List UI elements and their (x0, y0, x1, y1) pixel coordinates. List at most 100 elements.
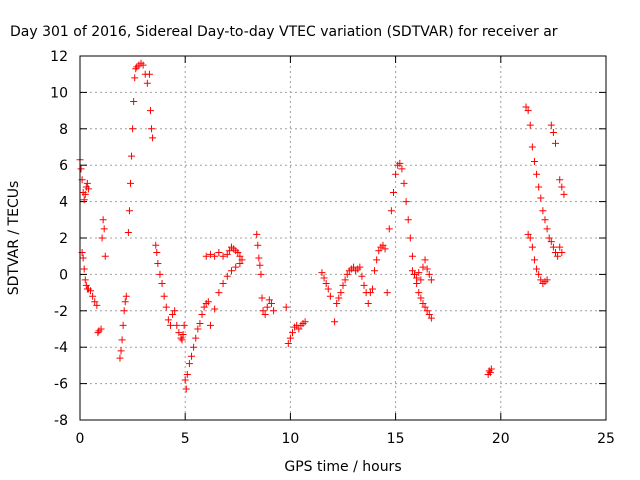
data-point-marker (82, 281, 90, 289)
y-axis-title: SDTVAR / TECUs (6, 181, 22, 296)
data-point-marker (119, 321, 127, 329)
data-point-marker (215, 249, 223, 257)
data-point-marker (373, 256, 381, 264)
data-point-marker (282, 303, 290, 311)
data-point-marker (337, 289, 345, 297)
data-point-marker (558, 249, 566, 257)
data-point-marker (398, 165, 406, 173)
data-point-marker (326, 292, 334, 300)
data-point-marker (333, 300, 341, 308)
data-point-marker (408, 267, 416, 275)
data-point-marker (116, 354, 124, 362)
data-point-marker (375, 247, 383, 255)
data-point-marker (101, 252, 109, 260)
x-tick-label: 15 (387, 431, 405, 447)
data-point-marker (270, 307, 278, 315)
data-point-marker (77, 165, 85, 173)
data-point-marker (535, 183, 543, 191)
data-point-marker (98, 234, 106, 242)
data-point-marker (80, 265, 88, 273)
data-point-marker (182, 385, 190, 393)
data-point-marker (486, 369, 494, 377)
data-point-marker (194, 325, 202, 333)
data-point-marker (417, 276, 425, 284)
data-point-marker (80, 196, 88, 204)
data-point-marker (84, 185, 92, 193)
data-point-marker (537, 276, 545, 284)
data-point-marker (118, 336, 126, 344)
data-point-marker (192, 334, 200, 342)
y-tick-label: 12 (50, 49, 68, 65)
data-point-marker (257, 270, 265, 278)
x-axis-ticks: 0 5 10 15 20 25 (76, 56, 615, 447)
data-point-marker (126, 179, 134, 187)
data-point-marker (556, 243, 564, 251)
data-point-marker (128, 152, 136, 160)
data-point-marker (552, 249, 560, 257)
data-point-marker (301, 318, 309, 326)
data-point-marker (117, 347, 125, 355)
data-point-marker (204, 298, 212, 306)
data-point-marker (183, 371, 191, 378)
data-point-marker (385, 225, 393, 233)
data-point-marker (129, 125, 137, 133)
x-tick-label: 0 (76, 431, 85, 447)
data-point-marker (132, 65, 140, 73)
data-point-marker (158, 280, 166, 287)
data-point-marker (533, 170, 541, 178)
data-point-marker (154, 259, 162, 267)
data-point-marker (125, 207, 133, 215)
data-point-marker (180, 321, 188, 329)
data-point-marker (364, 300, 372, 308)
data-point-marker (343, 270, 351, 278)
data-point-marker (543, 225, 551, 233)
data-point-marker (284, 340, 292, 348)
data-point-marker (413, 274, 421, 282)
data-point-marker (535, 270, 543, 278)
chart-title: Day 301 of 2016, Sidereal Day-to-day VTE… (10, 24, 558, 40)
data-point-marker (392, 170, 400, 178)
data-point-marker (415, 269, 423, 277)
data-point-marker (389, 189, 397, 196)
data-point-marker (549, 128, 557, 136)
data-point-marker (526, 121, 534, 129)
data-point-marker (549, 243, 557, 251)
data-point-marker (530, 158, 538, 166)
data-point-marker (425, 310, 433, 318)
x-tick-label: 25 (597, 431, 615, 447)
y-tick-label: -6 (54, 377, 68, 393)
x-tick-label: 20 (492, 431, 510, 447)
data-point-marker (286, 334, 294, 342)
data-point-marker (211, 252, 219, 260)
data-point-marker (322, 280, 330, 287)
data-point-marker (425, 270, 433, 278)
data-point-marker (331, 318, 339, 326)
data-point-marker (206, 250, 214, 258)
data-point-marker (89, 292, 97, 300)
data-point-marker (178, 336, 186, 344)
data-point-marker (162, 303, 170, 311)
data-point-marker (543, 276, 551, 284)
data-point-marker (554, 252, 562, 260)
data-point-marker (122, 292, 130, 300)
data-point-marker (179, 330, 187, 338)
data-point-marker (83, 179, 91, 187)
data-point-marker (522, 103, 530, 111)
data-point-marker (552, 139, 560, 147)
data-point-marker (169, 310, 177, 318)
x-axis-title: GPS time / hours (284, 459, 401, 475)
y-tick-label: -4 (54, 340, 68, 356)
data-point-marker (148, 125, 156, 133)
y-axis-ticks: -8 -6 -4 -2 0 2 4 6 8 10 12 (50, 49, 606, 429)
data-point-marker (253, 230, 261, 238)
data-point-marker (79, 254, 87, 262)
data-point-marker (558, 183, 566, 191)
data-point-marker (356, 263, 364, 271)
data-point-marker (181, 376, 189, 384)
data-point-marker (202, 252, 210, 260)
data-point-marker (526, 234, 534, 242)
data-point-marker (254, 241, 262, 249)
y-tick-label: 4 (59, 195, 68, 211)
data-point-marker (188, 352, 196, 360)
